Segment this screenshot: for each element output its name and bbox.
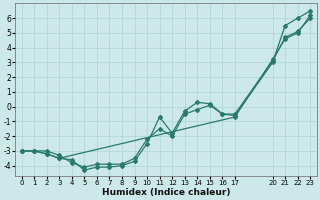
X-axis label: Humidex (Indice chaleur): Humidex (Indice chaleur)	[102, 188, 230, 197]
